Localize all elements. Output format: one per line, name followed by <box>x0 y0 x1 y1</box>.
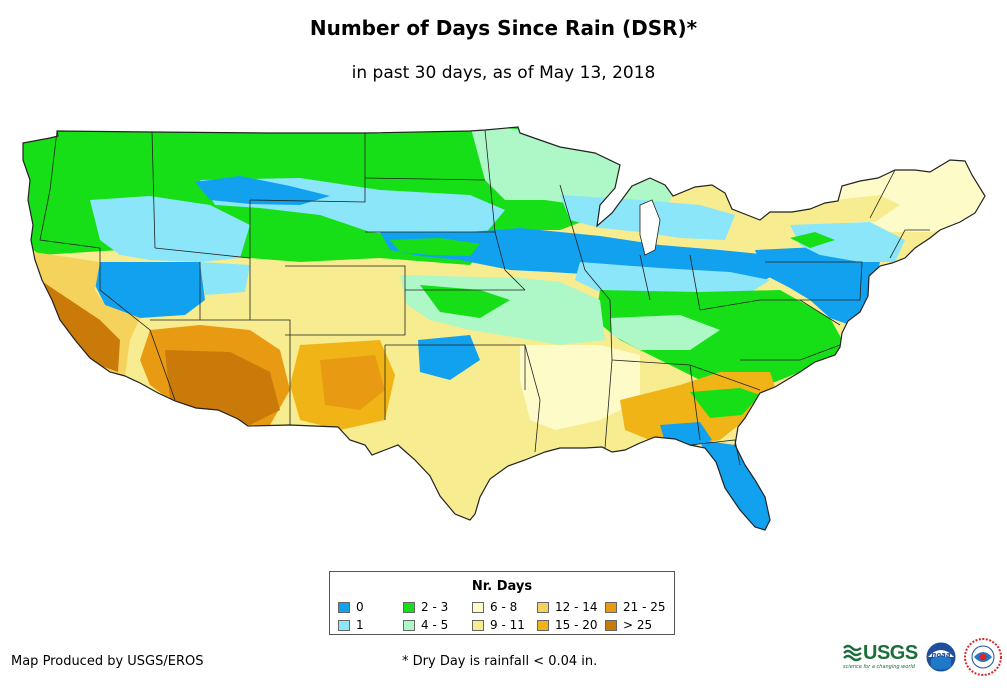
zone-9-11-ny <box>835 195 900 222</box>
legend-item-3: 4 - 5 <box>403 619 448 632</box>
zone-0-oklahoma <box>418 335 480 380</box>
border-az-nm <box>250 319 291 425</box>
nws-logo-icon[interactable] <box>963 637 1003 677</box>
border-in-oh-al <box>639 254 701 441</box>
legend-label-0: 0 <box>356 600 364 614</box>
legend-label-5: 9 - 11 <box>490 618 525 632</box>
legend-title: Nr. Days <box>471 579 533 594</box>
map-title: Number of Days Since Rain (DSR)* <box>309 16 698 40</box>
border-new-england <box>869 169 930 259</box>
legend-item-7: 15 - 20 <box>537 619 598 632</box>
border-dakotas <box>364 177 495 233</box>
border-id-west <box>151 131 156 249</box>
border-nc <box>740 344 841 361</box>
usgs-wave-icon <box>843 644 862 662</box>
rain-zones <box>23 127 985 530</box>
legend-label-8: 21 - 25 <box>623 600 666 614</box>
zone-1-ny-ma <box>790 222 905 262</box>
legend-swatch-8 <box>605 602 617 613</box>
noaa-logo-icon[interactable]: noaa <box>925 641 957 673</box>
zone-0-florida <box>700 440 775 530</box>
legend-label-1: 1 <box>356 618 364 632</box>
zone-25plus-california <box>40 280 120 372</box>
zone-21-25-new-mexico <box>320 355 385 410</box>
legend-swatch-5 <box>472 620 484 631</box>
zone-0-central <box>380 228 790 282</box>
zone-25plus-arizona <box>165 350 280 425</box>
legend-item-2: 2 - 3 <box>403 601 448 614</box>
legend-swatch-4 <box>472 602 484 613</box>
zone-2-3-georgia <box>690 388 760 418</box>
noaa-wordmark: noaa <box>931 651 951 659</box>
legend-swatch-0 <box>338 602 350 613</box>
legend-label-9: > 25 <box>623 618 653 632</box>
zone-2-3-ny <box>790 232 835 248</box>
legend-item-5: 9 - 11 <box>472 619 525 632</box>
legend-item-0: 0 <box>338 601 364 614</box>
border-ky-va <box>699 299 841 326</box>
zone-6-8-arkansas <box>520 345 640 430</box>
zone-0-nevada <box>95 262 205 318</box>
border-wi-il-ms <box>559 184 613 449</box>
legend-swatch-2 <box>403 602 415 613</box>
zone-0-pennsylvania <box>755 245 880 325</box>
legend-item-8: 21 - 25 <box>605 601 666 614</box>
legend-swatch-9 <box>605 620 617 631</box>
usgs-tagline: science for a changing world <box>843 664 915 670</box>
map-subtitle: in past 30 days, as of May 13, 2018 <box>351 63 656 83</box>
legend-label-6: 12 - 14 <box>555 600 598 614</box>
border-colorado <box>285 265 406 336</box>
legend-label-3: 4 - 5 <box>421 618 449 632</box>
zone-9-11-texas <box>395 385 545 495</box>
legend-item-9: > 25 <box>605 619 652 632</box>
border-pa <box>765 261 863 301</box>
zone-1-utah <box>200 262 250 295</box>
state-borders <box>39 129 930 466</box>
zone-9-11-colorado <box>280 270 410 350</box>
border-mn-ia <box>484 129 526 291</box>
zone-0-montana <box>195 176 330 205</box>
legend-swatch-7 <box>537 620 549 631</box>
us-outline <box>22 126 986 531</box>
legend: Nr. Days 0 1 2 - 3 4 - 5 6 - 8 9 - 11 12… <box>329 571 675 635</box>
legend-label-2: 2 - 3 <box>421 600 449 614</box>
border-wa-or <box>39 130 101 249</box>
border-fl <box>689 439 741 466</box>
legend-item-1: 1 <box>338 619 364 632</box>
legend-swatch-6 <box>537 602 549 613</box>
legend-item-6: 12 - 14 <box>537 601 598 614</box>
legend-item-4: 6 - 8 <box>472 601 517 614</box>
dry-day-footnote: * Dry Day is rainfall < 0.04 in. <box>402 654 598 669</box>
legend-swatch-1 <box>338 620 350 631</box>
lake-michigan <box>639 199 661 256</box>
border-ca-nv <box>99 248 176 401</box>
legend-swatch-3 <box>403 620 415 631</box>
legend-label-7: 15 - 20 <box>555 618 598 632</box>
border-ar-la <box>524 344 541 453</box>
border-wy-mt <box>249 133 366 203</box>
zone-2-3-kansas <box>420 285 510 318</box>
zone-1-pnw <box>90 196 250 262</box>
zone-2-3-east <box>595 290 845 388</box>
legend-label-4: 6 - 8 <box>490 600 518 614</box>
zone-2-3-nebraska <box>390 238 480 256</box>
usgs-logo[interactable]: USGS science for a changing world <box>843 642 921 670</box>
zone-4-5-kentucky <box>610 315 720 350</box>
usgs-wordmark: USGS <box>863 642 918 664</box>
produced-by-credit: Map Produced by USGS/EROS <box>11 654 204 669</box>
